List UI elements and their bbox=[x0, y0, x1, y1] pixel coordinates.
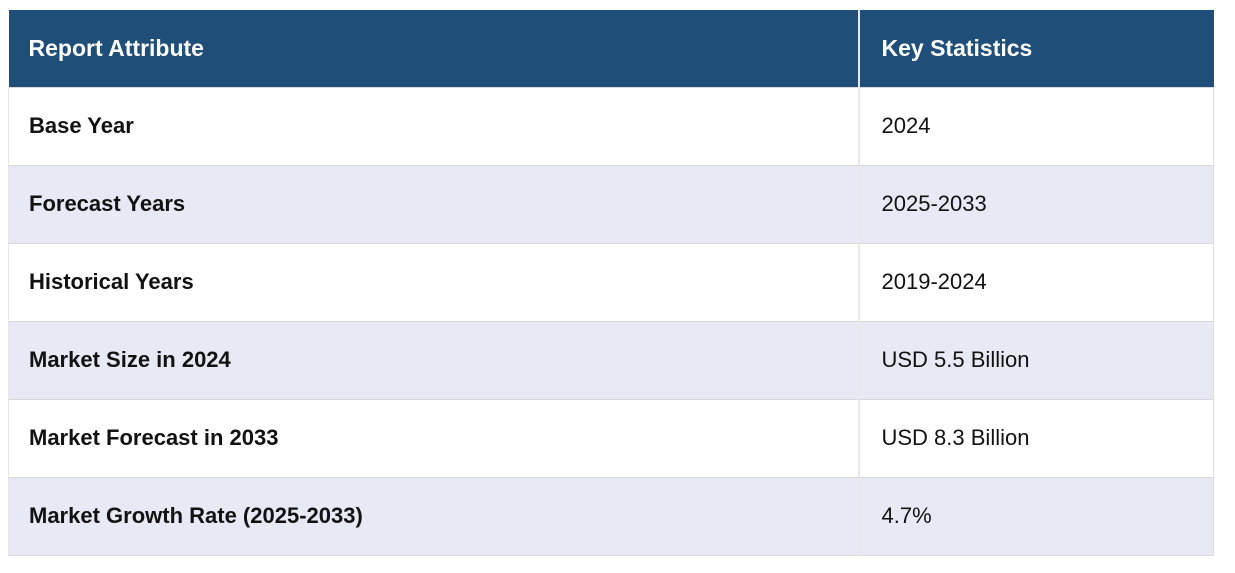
table-row-market-growth-rate: Market Growth Rate (2025-2033) 4.7% bbox=[8, 476, 1214, 556]
value-cell: 2019-2024 bbox=[857, 242, 1214, 321]
table-row-base-year: Base Year 2024 bbox=[8, 86, 1214, 165]
report-attributes-table: Report Attribute Key Statistics Base Yea… bbox=[8, 10, 1214, 556]
column-header-report-attribute: Report Attribute bbox=[8, 10, 859, 87]
attribute-cell: Base Year bbox=[8, 86, 859, 165]
attribute-cell: Forecast Years bbox=[8, 164, 859, 243]
value-cell: 2025-2033 bbox=[857, 164, 1214, 243]
table-header-row: Report Attribute Key Statistics bbox=[8, 10, 1214, 87]
value-cell: 4.7% bbox=[857, 476, 1214, 556]
attribute-cell: Market Size in 2024 bbox=[8, 320, 859, 399]
table-row-market-size: Market Size in 2024 USD 5.5 Billion bbox=[8, 320, 1214, 399]
table-row-forecast-years: Forecast Years 2025-2033 bbox=[8, 164, 1214, 243]
table-body: Base Year 2024 Forecast Years 2025-2033 … bbox=[8, 86, 1214, 556]
attribute-cell: Market Growth Rate (2025-2033) bbox=[8, 476, 859, 556]
value-cell: USD 8.3 Billion bbox=[857, 398, 1214, 477]
attribute-cell: Market Forecast in 2033 bbox=[8, 398, 859, 477]
table-header: Report Attribute Key Statistics bbox=[8, 10, 1214, 87]
column-header-key-statistics: Key Statistics bbox=[857, 10, 1214, 87]
value-cell: 2024 bbox=[857, 86, 1214, 165]
value-cell: USD 5.5 Billion bbox=[857, 320, 1214, 399]
table-row-market-forecast: Market Forecast in 2033 USD 8.3 Billion bbox=[8, 398, 1214, 477]
attribute-cell: Historical Years bbox=[8, 242, 859, 321]
table-row-historical-years: Historical Years 2019-2024 bbox=[8, 242, 1214, 321]
report-attributes-page: Report Attribute Key Statistics Base Yea… bbox=[8, 10, 1214, 556]
